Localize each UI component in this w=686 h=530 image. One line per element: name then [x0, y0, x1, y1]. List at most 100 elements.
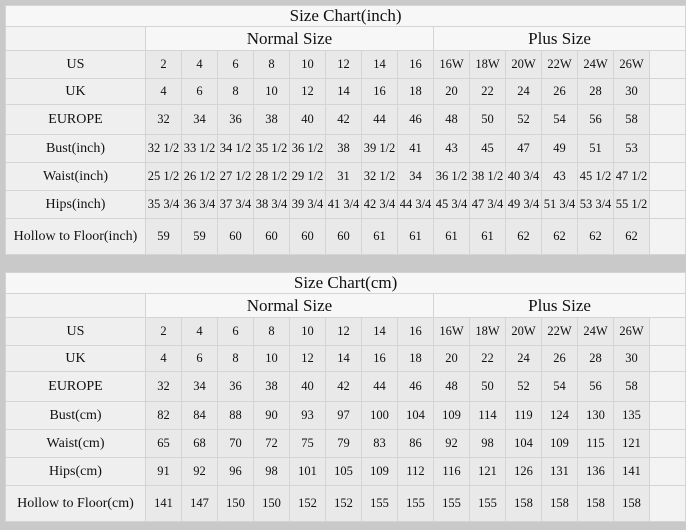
size-cell: 72 — [253, 429, 290, 458]
size-cell: 8 — [217, 78, 254, 105]
size-cell: 42 3/4 — [361, 190, 398, 219]
size-cell: 42 — [325, 371, 362, 402]
size-cell: 75 — [289, 429, 326, 458]
size-cell: 36 — [217, 104, 254, 135]
size-cell: 6 — [217, 50, 254, 79]
size-cell: 16W — [433, 317, 470, 346]
group-plus-size: Plus Size — [432, 293, 686, 318]
table-row: US 2 4 6 8 10 12 14 16 16W 18W 20W 22W 24W 26W — [5, 50, 686, 79]
size-cell: 98 — [253, 457, 290, 486]
size-cell: 136 — [577, 457, 614, 486]
size-cell: 61 — [361, 218, 398, 255]
size-cell: 55 1/2 — [613, 190, 650, 219]
size-cell: 101 — [289, 457, 326, 486]
size-cell: 46 — [397, 371, 434, 402]
size-cell: 104 — [505, 429, 542, 458]
size-cell: 39 3/4 — [289, 190, 326, 219]
size-cell: 155 — [361, 485, 398, 522]
empty-cell — [648, 104, 686, 135]
size-cell: 51 3/4 — [541, 190, 578, 219]
size-cell: 8 — [253, 50, 290, 79]
table-row: EUROPE 32 34 36 38 40 42 44 46 48 50 52 54 56 58 — [5, 371, 686, 402]
row-label: Hollow to Floor(cm) — [5, 485, 146, 522]
size-cell: 61 — [469, 218, 506, 255]
size-cell: 100 — [361, 401, 398, 430]
table-row: Hollow to Floor(cm) 141 147 150 150 152 152 155… — [5, 485, 686, 522]
size-cell: 37 3/4 — [217, 190, 254, 219]
size-cell: 52 — [505, 104, 542, 135]
size-cell: 147 — [181, 485, 218, 522]
size-cell: 30 — [613, 78, 650, 105]
chart-title: Size Chart(cm) — [4, 272, 686, 294]
size-cell: 31 — [325, 162, 362, 191]
size-cell: 12 — [289, 78, 326, 105]
size-cell: 20 — [433, 78, 470, 105]
size-cell: 25 1/2 — [145, 162, 182, 191]
size-cell: 18W — [469, 50, 506, 79]
size-cell: 8 — [253, 317, 290, 346]
row-label: Hollow to Floor(inch) — [5, 218, 146, 255]
size-cell: 116 — [433, 457, 470, 486]
size-cell: 20W — [505, 50, 542, 79]
size-cell: 10 — [289, 317, 326, 346]
size-cell: 40 3/4 — [505, 162, 542, 191]
size-cell: 43 — [433, 134, 470, 163]
size-cell: 41 3/4 — [325, 190, 362, 219]
size-cell: 97 — [325, 401, 362, 430]
size-cell: 32 — [145, 104, 182, 135]
size-cell: 22W — [541, 50, 578, 79]
group-normal-size: Normal Size — [145, 293, 434, 318]
empty-cell — [648, 345, 686, 372]
row-label: Waist(cm) — [5, 429, 146, 458]
size-cell: 56 — [577, 371, 614, 402]
size-cell: 114 — [469, 401, 506, 430]
empty-cell — [648, 317, 686, 346]
size-cell: 10 — [253, 345, 290, 372]
size-cell: 47 3/4 — [469, 190, 506, 219]
size-cell: 155 — [469, 485, 506, 522]
size-cell: 6 — [217, 317, 254, 346]
empty-cell — [648, 401, 686, 430]
size-table: Size Chart(inch) Normal Size Plus Size US 2 4… — [4, 5, 686, 255]
size-cell: 62 — [577, 218, 614, 255]
header-blank — [5, 26, 146, 51]
size-cell: 62 — [505, 218, 542, 255]
table-row: Waist(cm) 65 68 70 72 75 79 83 86 92 98 104 109 115 12… — [5, 429, 686, 458]
table-row: Bust(cm) 82 84 88 90 93 97 100 104 109 114 119 124 13… — [5, 401, 686, 430]
size-cell: 42 — [325, 104, 362, 135]
size-cell: 104 — [397, 401, 434, 430]
row-label: Bust(inch) — [5, 134, 146, 163]
size-cell: 34 — [181, 104, 218, 135]
size-cell: 24W — [577, 317, 614, 346]
empty-cell — [648, 190, 686, 219]
empty-cell — [648, 485, 686, 522]
size-cell: 96 — [217, 457, 254, 486]
size-cell: 115 — [577, 429, 614, 458]
size-cell: 30 — [613, 345, 650, 372]
size-cell: 84 — [181, 401, 218, 430]
size-cell: 20 — [433, 345, 470, 372]
empty-cell — [648, 457, 686, 486]
size-chart-cm: Size Chart(cm) Normal Size Plus Size US 2 4 6 8… — [4, 272, 686, 522]
size-cell: 150 — [253, 485, 290, 522]
size-cell: 54 — [541, 371, 578, 402]
row-label: UK — [5, 78, 146, 105]
size-cell: 38 — [253, 371, 290, 402]
table-row: Bust(inch) 32 1/2 33 1/2 34 1/2 35 1/2 36 1/2… — [5, 134, 686, 163]
size-cell: 61 — [433, 218, 470, 255]
size-cell: 26 — [541, 78, 578, 105]
size-cell: 109 — [541, 429, 578, 458]
table-row: UK 4 6 8 10 12 14 16 18 20 22 24 26 28 30 — [5, 345, 686, 372]
size-cell: 92 — [433, 429, 470, 458]
empty-cell — [648, 162, 686, 191]
size-cell: 38 — [253, 104, 290, 135]
header-blank — [5, 293, 146, 318]
size-cell: 16 — [397, 317, 434, 346]
size-cell: 45 — [469, 134, 506, 163]
size-cell: 27 1/2 — [217, 162, 254, 191]
table-row: Waist(inch) 25 1/2 26 1/2 27 1/2 28 1/2 29 1/… — [5, 162, 686, 191]
size-cell: 28 1/2 — [253, 162, 290, 191]
size-cell: 12 — [325, 317, 362, 346]
size-cell: 14 — [361, 50, 398, 79]
size-cell: 20W — [505, 317, 542, 346]
